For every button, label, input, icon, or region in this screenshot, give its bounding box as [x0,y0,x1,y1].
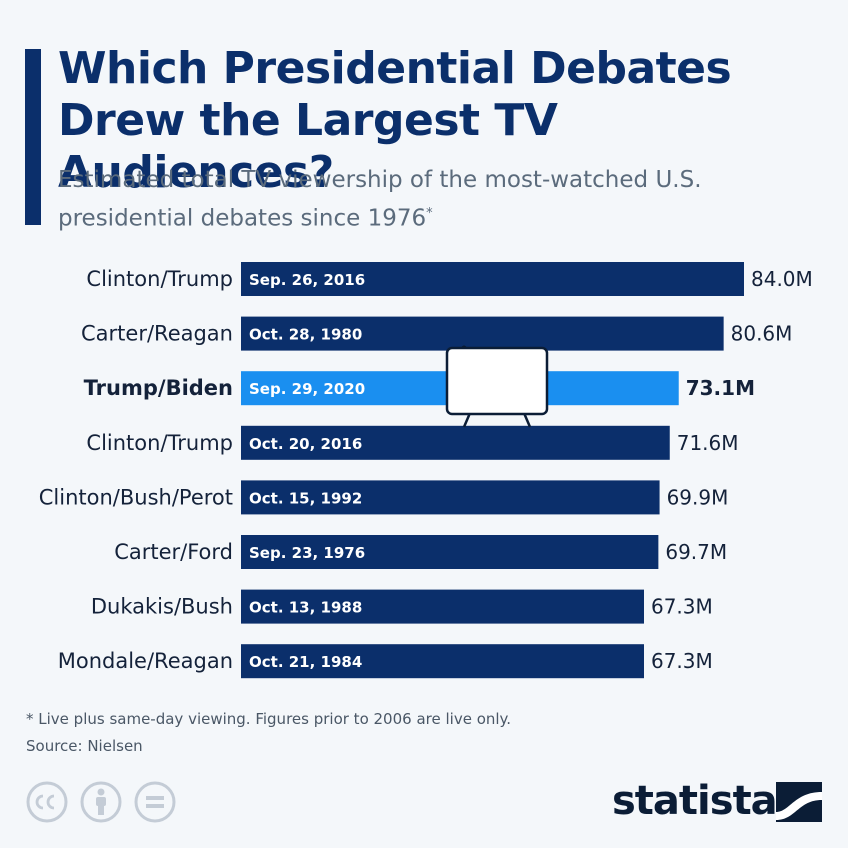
category-label: Clinton/Bush/Perot [39,485,233,509]
category-label: Trump/Biden [84,376,233,400]
statista-wordmark[interactable]: statista [612,778,778,824]
bar-date-label: Oct. 20, 2016 [249,435,362,453]
bar [241,535,659,569]
bar-chart: Clinton/Trump Sep. 26, 2016 84.0M Carter/Re… [39,262,813,679]
chart-subtitle: Estimated total TV viewership of the mos… [58,164,818,236]
bar [241,589,644,624]
value-label: 84.0M [751,267,813,291]
bar [241,425,670,460]
license-icons [26,780,176,828]
bar-date-label: Sep. 26, 2016 [249,271,365,289]
value-label: 67.3M [651,649,713,673]
bar [241,480,660,515]
category-label: Clinton/Trump [86,267,233,291]
television-icon [444,345,550,435]
bar-date-label: Sep. 29, 2020 [249,380,365,398]
category-label: Clinton/Trump [86,431,233,455]
category-label: Carter/Ford [114,540,233,564]
subtitle-footnote-mark: * [426,206,433,221]
value-label: 69.9M [667,485,729,509]
value-label: 71.6M [677,431,739,455]
footnote: * Live plus same-day viewing. Figures pr… [26,706,511,760]
bar-date-label: Oct. 28, 1980 [249,326,362,344]
bar-date-label: Oct. 13, 1988 [249,599,362,617]
bar-date-label: Oct. 15, 1992 [249,489,362,507]
footnote-source: Source: Nielsen [26,737,143,755]
bar [241,262,744,296]
footnote-note: * Live plus same-day viewing. Figures pr… [26,710,512,728]
no-derivatives-icon[interactable] [134,781,176,823]
chart-title: Which Presidential Debates Drew the Larg… [58,43,732,198]
subtitle-text: Estimated total TV viewership of the mos… [58,167,702,232]
category-label: Carter/Reagan [81,322,233,346]
bar [241,316,724,351]
value-label: 69.7M [665,540,727,564]
value-label: 67.3M [651,595,713,619]
title-accent-bar [25,49,41,225]
bar [241,644,644,679]
bar-date-label: Oct. 21, 1984 [249,653,362,671]
value-label: 73.1M [686,376,755,400]
category-label: Mondale/Reagan [58,649,233,673]
statista-logo-icon[interactable] [776,782,822,826]
category-label: Dukakis/Bush [91,595,233,619]
value-label: 80.6M [731,322,793,346]
attribution-icon[interactable] [80,781,122,823]
bar-date-label: Sep. 23, 1976 [249,544,365,562]
creative-commons-icon[interactable] [26,781,68,823]
